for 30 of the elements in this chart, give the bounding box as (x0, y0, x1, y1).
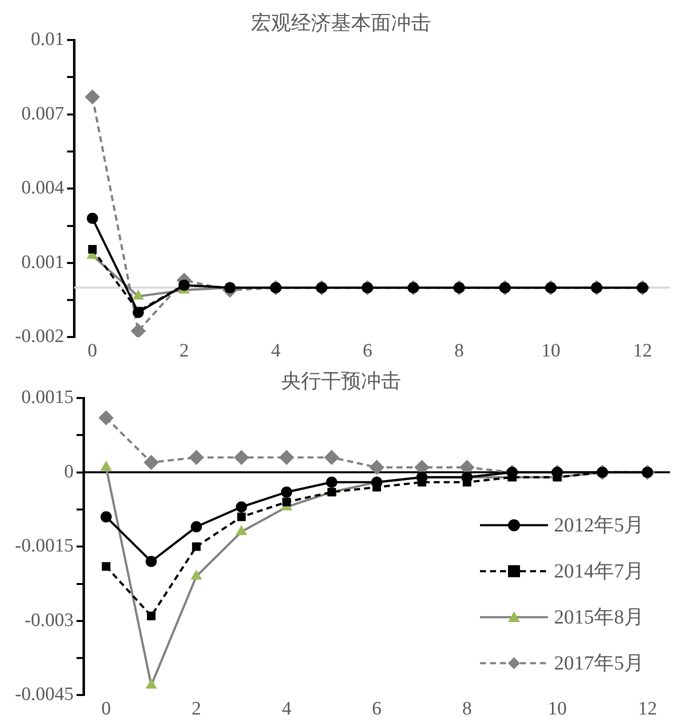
x-tick-label: 4 (271, 340, 282, 362)
x-tick-label: 4 (282, 698, 292, 720)
x-tick-label: 8 (454, 340, 464, 362)
x-tick-label: 0 (101, 698, 111, 720)
chart-title: 央行干预冲击 (281, 370, 401, 392)
chart-title: 宏观经济基本面冲击 (251, 12, 431, 34)
x-tick-label: 2 (192, 698, 202, 720)
x-tick-label: 2 (179, 340, 189, 362)
y-tick-label: 0.007 (21, 103, 64, 124)
legend-label: 2012年5月 (554, 514, 644, 536)
y-tick-label: -0.0015 (15, 536, 74, 557)
x-tick-label: 12 (632, 340, 652, 362)
x-tick-label: 6 (372, 698, 382, 720)
y-tick-label: -0.002 (15, 326, 64, 348)
y-tick-label: -0.003 (24, 610, 74, 631)
y-tick-label: -0.0045 (15, 684, 74, 706)
legend-label: 2014年7月 (554, 560, 644, 582)
x-tick-label: 12 (638, 698, 657, 720)
legend-label: 2015年8月 (554, 606, 644, 628)
x-tick-label: 6 (362, 340, 372, 362)
y-tick-label: 0.0015 (21, 386, 74, 408)
x-tick-label: 0 (88, 340, 98, 362)
y-tick-label: 0.004 (21, 178, 65, 199)
y-tick-label: 0 (64, 461, 74, 482)
y-tick-label: 0.001 (21, 252, 64, 273)
y-tick-label: 0.01 (30, 28, 64, 50)
x-tick-label: 8 (462, 698, 472, 720)
x-tick-label: 10 (541, 340, 560, 362)
legend-label: 2017年5月 (554, 652, 644, 674)
x-tick-label: 10 (548, 698, 567, 720)
